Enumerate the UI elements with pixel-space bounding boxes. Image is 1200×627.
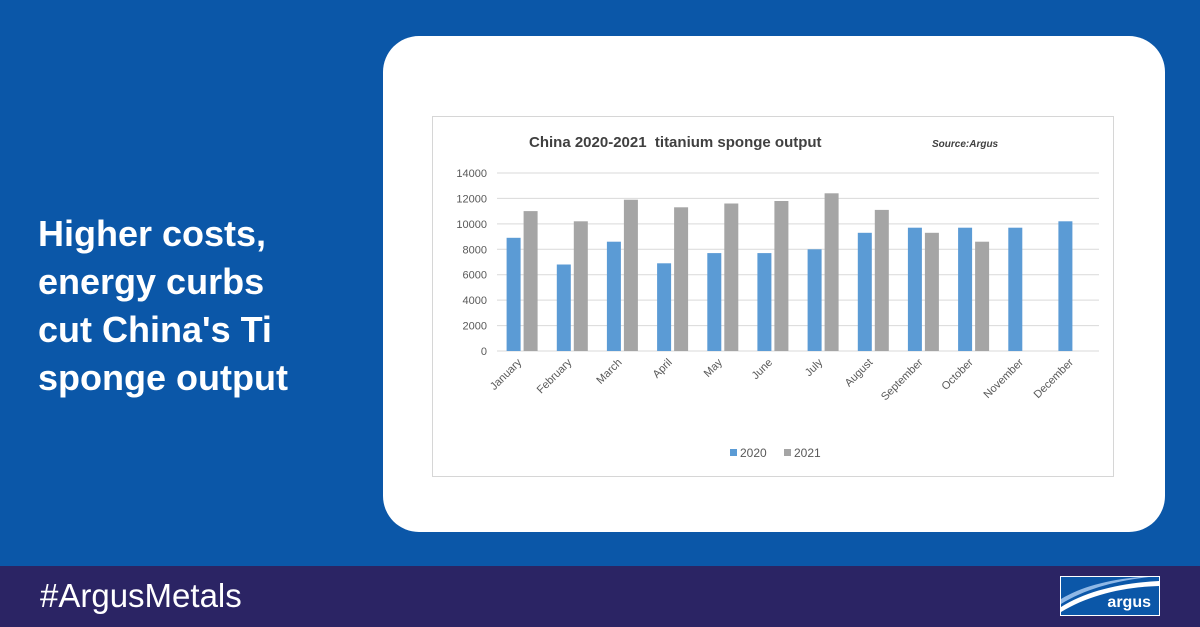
bar-2020-march — [606, 241, 621, 351]
x-tick-label: July — [803, 356, 826, 379]
y-tick-label: 0 — [481, 346, 487, 358]
x-tick-label: June — [750, 357, 775, 382]
y-tick-label: 10000 — [456, 219, 487, 231]
legend: 2020 2021 — [730, 446, 821, 460]
y-axis-tick-labels: 0 2000 4000 6000 8000 10000 12000 14000 — [456, 168, 487, 358]
x-tick-label: August — [843, 357, 876, 390]
y-tick-label: 14000 — [456, 168, 487, 180]
bar-2021-may — [724, 203, 739, 351]
logo-text: argus — [1107, 594, 1151, 611]
bar-2021-october — [975, 241, 990, 351]
chart-title: China 2020-2021 titanium sponge output — [529, 134, 822, 151]
gridlines — [497, 172, 1099, 352]
headline-line-3: cut China's Ti — [38, 309, 272, 350]
legend-label-2020: 2020 — [740, 446, 767, 460]
y-tick-label: 6000 — [463, 270, 487, 282]
headline: Higher costs, energy curbs cut China's T… — [38, 210, 358, 402]
x-tick-label: April — [651, 357, 675, 381]
bar-2021-march — [623, 199, 638, 351]
bar-2021-january — [523, 211, 538, 351]
bar-2020-july — [807, 249, 822, 351]
x-tick-label: December — [1032, 356, 1077, 401]
x-tick-label: March — [594, 357, 624, 387]
bar-2020-may — [707, 253, 722, 351]
bar-2021-september — [924, 232, 939, 351]
bar-2020-september — [907, 227, 922, 351]
y-tick-label: 8000 — [463, 244, 487, 256]
bar-2021-april — [674, 207, 689, 351]
x-tick-label: September — [879, 356, 926, 403]
chart-source-note: Source:Argus — [932, 139, 999, 150]
x-tick-label: May — [702, 356, 726, 380]
bar-2020-june — [757, 253, 772, 351]
bars — [506, 193, 1073, 351]
footer-bar — [0, 566, 1200, 627]
bar-2021-july — [824, 193, 839, 351]
headline-line-1: Higher costs, — [38, 213, 267, 254]
bar-chart: China 2020-2021 titanium sponge output S… — [456, 134, 1099, 460]
hashtag-label: #ArgusMetals — [40, 577, 242, 614]
logo-swoosh-icon — [1061, 577, 1159, 612]
bar-2021-august — [874, 209, 889, 351]
x-tick-label: February — [535, 356, 575, 396]
argus-logo: argus — [1060, 576, 1160, 616]
bar-2020-august — [857, 232, 872, 351]
x-tick-label: November — [982, 356, 1027, 401]
bar-2020-october — [958, 227, 973, 351]
y-tick-label: 12000 — [456, 193, 487, 205]
y-tick-label: 2000 — [463, 321, 487, 333]
x-tick-label: October — [940, 356, 976, 392]
chart-frame: China 2020-2021 titanium sponge output S… — [432, 116, 1114, 477]
legend-swatch-2020 — [730, 449, 737, 456]
bar-2020-january — [506, 237, 521, 351]
legend-swatch-2021 — [784, 449, 791, 456]
legend-label-2021: 2021 — [794, 446, 821, 460]
x-tick-label: January — [488, 356, 525, 393]
bar-2020-april — [657, 263, 672, 351]
headline-line-4: sponge output — [38, 357, 288, 398]
bar-2020-december — [1058, 221, 1073, 351]
headline-line-2: energy curbs — [38, 261, 265, 302]
x-axis-tick-labels: January February March April May June July Augu… — [488, 356, 1076, 403]
bar-2021-february — [573, 221, 588, 351]
y-tick-label: 4000 — [463, 295, 487, 307]
bar-2020-february — [556, 264, 571, 351]
bar-2021-june — [774, 201, 789, 351]
bar-2020-november — [1008, 227, 1023, 351]
